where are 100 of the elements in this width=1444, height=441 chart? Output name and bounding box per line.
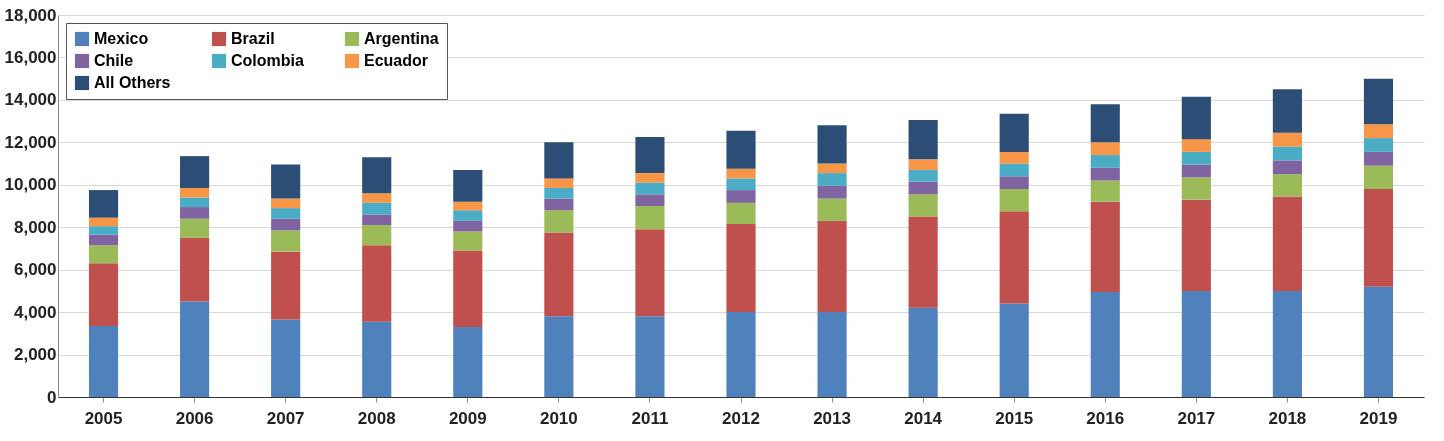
bar bbox=[1181, 164, 1211, 178]
bar bbox=[635, 137, 665, 174]
bar bbox=[271, 198, 301, 209]
legend-label: Colombia bbox=[231, 52, 304, 69]
bar bbox=[453, 326, 483, 397]
bar bbox=[1363, 286, 1394, 397]
x-tick-label: 2018 bbox=[1268, 408, 1307, 428]
bar bbox=[1090, 180, 1120, 202]
legend-label: Ecuador bbox=[364, 52, 429, 69]
bar bbox=[271, 208, 301, 219]
bar bbox=[1090, 201, 1120, 292]
bar bbox=[1181, 177, 1211, 200]
bar bbox=[1272, 89, 1302, 133]
bar bbox=[362, 214, 392, 226]
bar bbox=[999, 113, 1029, 152]
bar bbox=[1272, 196, 1302, 291]
y-tick-label: 18,000 bbox=[4, 5, 57, 25]
bar bbox=[1363, 78, 1394, 125]
bar bbox=[1363, 151, 1394, 166]
bar bbox=[1181, 151, 1211, 165]
bar bbox=[635, 316, 665, 397]
bar bbox=[180, 207, 210, 219]
bar bbox=[453, 231, 483, 251]
bar bbox=[362, 193, 392, 203]
bar bbox=[544, 232, 574, 317]
bar bbox=[635, 194, 665, 206]
bar bbox=[999, 303, 1029, 397]
x-tick-label: 2016 bbox=[1086, 408, 1125, 428]
bar bbox=[908, 194, 938, 217]
bar bbox=[88, 234, 119, 246]
bar bbox=[1090, 291, 1120, 397]
bar bbox=[908, 216, 938, 308]
y-tick-label: 0 bbox=[47, 387, 57, 407]
bar bbox=[635, 206, 665, 230]
bar bbox=[1272, 160, 1302, 175]
bar bbox=[999, 176, 1029, 190]
bar bbox=[817, 220, 847, 313]
bar bbox=[453, 210, 483, 221]
bar bbox=[453, 250, 483, 327]
bar bbox=[271, 319, 301, 397]
y-tick-label: 16,000 bbox=[4, 47, 57, 67]
bar bbox=[999, 211, 1029, 304]
bar bbox=[635, 182, 665, 195]
bar bbox=[1272, 146, 1302, 161]
bar bbox=[999, 189, 1029, 212]
y-tick-label: 6,000 bbox=[13, 260, 57, 280]
bar bbox=[544, 198, 574, 211]
bar bbox=[362, 202, 392, 215]
legend-label: Brazil bbox=[231, 30, 275, 47]
legend-label: All Others bbox=[94, 74, 171, 91]
bar bbox=[908, 169, 938, 182]
y-tick-label: 2,000 bbox=[13, 345, 57, 365]
y-tick-label: 4,000 bbox=[13, 302, 57, 322]
bar bbox=[362, 225, 392, 246]
bar bbox=[1090, 142, 1120, 156]
bar bbox=[1363, 124, 1394, 139]
bar bbox=[726, 190, 756, 203]
x-tick-label: 2009 bbox=[448, 408, 487, 428]
x-tick-label: 2007 bbox=[266, 408, 305, 428]
bar bbox=[180, 156, 210, 188]
bar bbox=[1363, 189, 1394, 287]
bar bbox=[726, 202, 756, 225]
bar bbox=[817, 185, 847, 199]
bar bbox=[1272, 132, 1302, 147]
bar bbox=[817, 198, 847, 221]
bar bbox=[180, 301, 210, 397]
bar bbox=[1181, 290, 1211, 397]
bar bbox=[544, 187, 574, 199]
bar bbox=[88, 245, 119, 264]
bar bbox=[1363, 138, 1394, 152]
bar bbox=[362, 157, 392, 194]
bar bbox=[88, 325, 119, 397]
bar bbox=[908, 120, 938, 160]
bar bbox=[908, 181, 938, 195]
bar bbox=[544, 142, 574, 179]
bar bbox=[726, 168, 756, 179]
x-tick-label: 2006 bbox=[175, 408, 214, 428]
bar bbox=[635, 229, 665, 317]
bar bbox=[908, 307, 938, 397]
bar bbox=[1181, 139, 1211, 152]
bar bbox=[180, 237, 210, 302]
x-tick-label: 2014 bbox=[904, 408, 943, 428]
bar bbox=[999, 151, 1029, 164]
bar bbox=[1090, 167, 1120, 181]
bar bbox=[817, 125, 847, 164]
x-tick-label: 2005 bbox=[84, 408, 123, 428]
bar bbox=[726, 178, 756, 191]
bar bbox=[726, 224, 756, 313]
x-tick-label: 2008 bbox=[357, 408, 396, 428]
bar bbox=[271, 218, 301, 231]
bar bbox=[88, 263, 119, 326]
x-tick-label: 2013 bbox=[813, 408, 851, 428]
bar bbox=[88, 190, 119, 218]
bar bbox=[1363, 165, 1394, 190]
bar bbox=[453, 220, 483, 232]
bar bbox=[817, 312, 847, 397]
bar bbox=[817, 173, 847, 186]
x-tick-label: 2011 bbox=[631, 408, 669, 428]
bar bbox=[271, 164, 301, 199]
legend-label: Chile bbox=[94, 52, 134, 69]
